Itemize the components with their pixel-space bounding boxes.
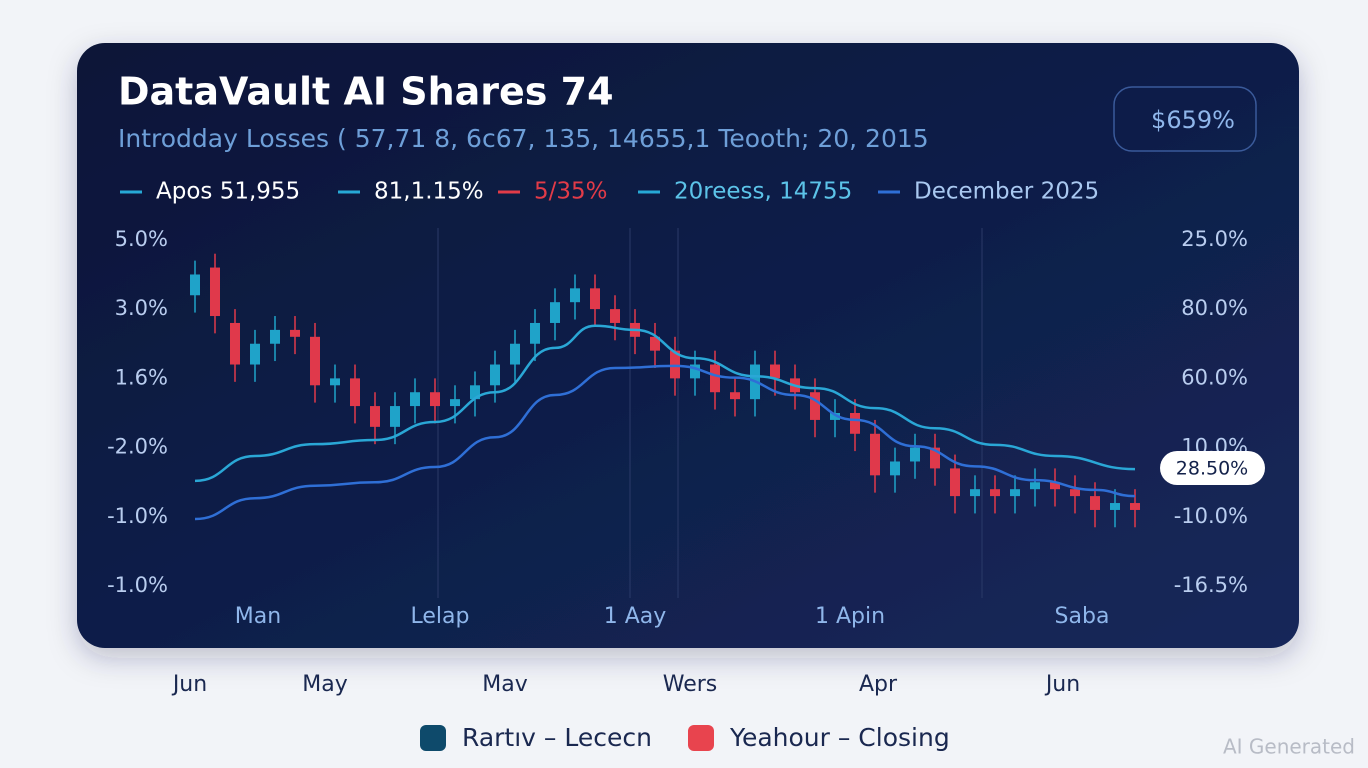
- legend-label: 5/35%: [534, 179, 608, 205]
- x-tick-label: Lelap: [411, 604, 470, 629]
- candle-body: [270, 329, 280, 344]
- outer-x-label: Jun: [171, 672, 207, 697]
- candle-body: [910, 447, 920, 462]
- candle-body: [210, 267, 220, 317]
- candle-body: [1010, 489, 1020, 497]
- candle-body: [770, 364, 780, 379]
- candle-body: [930, 447, 940, 469]
- candle-body: [1070, 489, 1080, 497]
- y-tick-label: -1.0%: [107, 573, 168, 597]
- legend-swatch: [420, 725, 446, 751]
- legend-label: 20reess, 14755: [674, 179, 852, 205]
- vertical-gridlines: [437, 228, 983, 598]
- candle-body: [810, 392, 820, 420]
- y2-tick-label: 60.0%: [1181, 365, 1248, 389]
- candle-body: [650, 336, 660, 351]
- y2-tick-label: 80.0%: [1181, 296, 1248, 320]
- x-tick-label: Man: [235, 604, 281, 629]
- candle-body: [570, 288, 580, 303]
- candle-body: [350, 378, 360, 407]
- average-line: [194, 324, 1136, 483]
- candle-body: [970, 489, 980, 497]
- candle-body: [470, 385, 480, 400]
- candle-body: [1030, 482, 1040, 490]
- candle-body: [690, 364, 700, 379]
- candle-body: [510, 343, 520, 365]
- candle-body: [850, 413, 860, 434]
- watermark: AI Generated: [1223, 735, 1355, 759]
- chart-title: DataVault AI Shares 74: [118, 70, 614, 114]
- candle-body: [410, 392, 420, 407]
- legend-label: December 2025: [914, 179, 1099, 205]
- legend-label: Rartıv – Lececn: [462, 723, 652, 752]
- candle-body: [1110, 503, 1120, 510]
- candle-body: [990, 489, 1000, 497]
- x-tick-label: Saba: [1055, 604, 1110, 629]
- card: [77, 43, 1299, 648]
- legend-label: Yeahour – Closing: [729, 723, 950, 752]
- legend-label: 81,1.15%: [374, 179, 484, 205]
- x-tick-label: 1 Aay: [604, 604, 667, 629]
- y2-tick-label: -16.5%: [1174, 573, 1248, 597]
- candle-body: [710, 364, 720, 393]
- y-tick-label: -2.0%: [107, 435, 168, 459]
- badge-box: [1113, 86, 1257, 152]
- callout: 28.50%: [1176, 458, 1248, 480]
- candle-body: [830, 413, 840, 420]
- y-tick-label: 5.0%: [115, 227, 168, 251]
- candle-body: [1130, 503, 1140, 510]
- candle-body: [530, 322, 540, 344]
- candle-body: [550, 302, 560, 323]
- candle-body: [890, 461, 900, 476]
- legend-swatch: [688, 725, 714, 751]
- candle-body: [430, 392, 440, 407]
- y-tick-label: -1.0%: [107, 504, 168, 528]
- y-tick-label: 1.6%: [115, 365, 168, 389]
- badge: $659%: [1151, 106, 1235, 134]
- average-line: [194, 364, 1136, 521]
- candle-body: [1050, 482, 1060, 490]
- candle-body: [230, 322, 240, 365]
- y2-tick-label: 25.0%: [1181, 227, 1248, 251]
- candle-body: [950, 468, 960, 497]
- outer-x-label: Mav: [482, 672, 527, 697]
- candle-body: [250, 343, 260, 365]
- candle-body: [670, 350, 680, 379]
- candle-body: [190, 274, 200, 296]
- y-tick-label: 3.0%: [115, 296, 168, 320]
- candle-body: [610, 309, 620, 323]
- callout-box: [1160, 451, 1265, 485]
- outer-x-label: Wers: [663, 672, 718, 697]
- legend-label: Apos 51,955: [156, 179, 300, 205]
- candle-body: [590, 288, 600, 310]
- x-tick-label: 1 Apin: [815, 604, 885, 629]
- candle-body: [370, 406, 380, 427]
- outer-x-label: Jun: [1044, 672, 1080, 697]
- candle-body: [290, 329, 300, 337]
- candle-body: [730, 392, 740, 400]
- outer-x-label: Apr: [859, 672, 898, 697]
- candle-body: [1090, 496, 1100, 510]
- outer-x-label: May: [302, 672, 347, 697]
- candle-body: [870, 433, 880, 476]
- candle-body: [450, 399, 460, 407]
- candle-body: [390, 406, 400, 427]
- candle-body: [310, 336, 320, 386]
- subtitle: Introdday Losses ( 57,71 8, 6c67, 135, 1…: [118, 124, 929, 153]
- candle-body: [490, 364, 500, 386]
- y2-tick-label: -10.0%: [1174, 504, 1248, 528]
- candle-body: [330, 378, 340, 386]
